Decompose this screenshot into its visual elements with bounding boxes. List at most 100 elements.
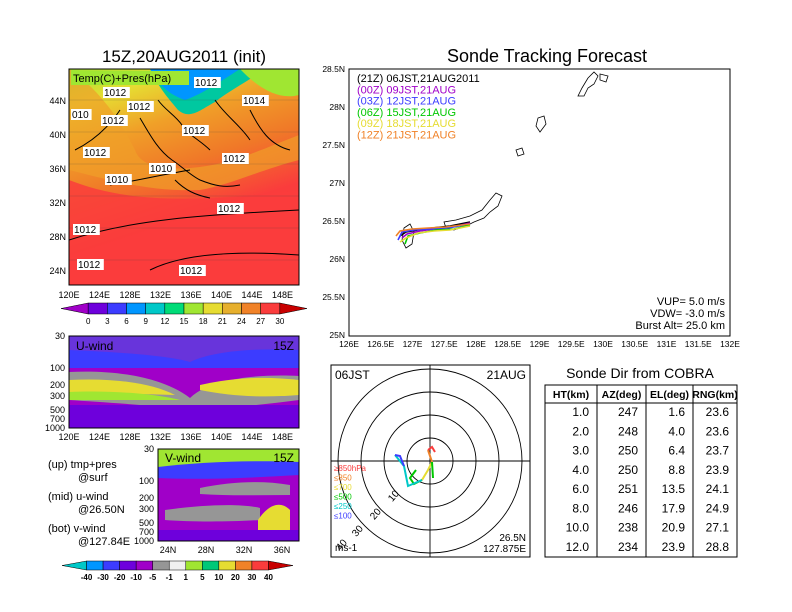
sonde-track bbox=[399, 225, 471, 243]
tracking-lon-tick: 131E bbox=[657, 339, 677, 349]
map-lat-label: 32N bbox=[49, 198, 66, 208]
polar-height-legend: ≥850hPa≤850≤700≤500≤250≤100 bbox=[334, 464, 367, 521]
tracking-lon-tick: 131.5E bbox=[685, 339, 712, 349]
map-field-label-box bbox=[71, 71, 189, 85]
wind-colorbar-tick: 10 bbox=[214, 573, 223, 582]
polar-time-left: 06JST bbox=[335, 368, 370, 382]
tracking-lat-tick: 25.5N bbox=[322, 292, 345, 302]
colorbar-swatch bbox=[60, 302, 89, 315]
colorbar-tick: 18 bbox=[199, 317, 208, 326]
u-wind-x-tick: 140E bbox=[211, 432, 232, 442]
wind-colorbar-swatch bbox=[135, 560, 153, 571]
v-wind-x-ticks: 24N 28N 32N 36N bbox=[160, 545, 291, 555]
tracking-legend: (21Z) 06JST,21AUG2011(00Z) 09JST,21AUG(0… bbox=[357, 73, 480, 142]
isobar-label: 1012 bbox=[103, 87, 130, 99]
table-cell: 248 bbox=[618, 424, 638, 438]
u-wind-time: 15Z bbox=[273, 339, 294, 353]
map-lon-label: 132E bbox=[150, 290, 171, 300]
tracking-title: Sonde Tracking Forecast bbox=[447, 46, 647, 66]
map-lon-label: 140E bbox=[211, 290, 232, 300]
table-cell: 27.1 bbox=[706, 521, 730, 535]
tracking-legend-item: (06Z) 15JST,21AUG bbox=[357, 107, 456, 119]
u-wind-x-tick: 124E bbox=[89, 432, 110, 442]
isobar-label: 1012 bbox=[194, 77, 221, 89]
u-wind-x-tick: 128E bbox=[119, 432, 140, 442]
colorbar-swatch bbox=[241, 302, 261, 315]
isobar-label: 1012 bbox=[101, 115, 128, 127]
table-cell: 4.0 bbox=[668, 424, 685, 438]
table-cell: 23.7 bbox=[706, 444, 730, 458]
table-frame bbox=[544, 384, 738, 558]
colorbar-swatch bbox=[202, 302, 223, 315]
colorbar-swatch bbox=[87, 302, 108, 315]
colorbar-swatch bbox=[183, 302, 204, 315]
wind-colorbar-tick: -5 bbox=[149, 573, 157, 582]
v-wind-y-tick: 700 bbox=[139, 527, 154, 537]
table-cell: 250 bbox=[618, 444, 638, 458]
wind-colorbar-tick: -40 bbox=[81, 573, 93, 582]
colorbar-swatch bbox=[260, 302, 281, 315]
u-wind-plot bbox=[69, 336, 299, 428]
table-cell: 28.8 bbox=[706, 540, 730, 554]
table-cell: 13.5 bbox=[662, 482, 686, 496]
colorbar-tick: 30 bbox=[275, 317, 284, 326]
u-wind-x-tick: 136E bbox=[180, 432, 201, 442]
sonde-direction-table: HT(km) AZ(deg) EL(deg) RNG(km) 1.0 247 1.6 23.6… bbox=[544, 384, 738, 558]
wind-colorbar-swatch bbox=[86, 560, 104, 571]
wind-colorbar-swatch bbox=[102, 560, 120, 571]
u-wind-y-tick: 30 bbox=[55, 331, 65, 341]
colorbar-tick: 24 bbox=[237, 317, 246, 326]
polar-rings bbox=[331, 365, 530, 557]
svg-text:1012: 1012 bbox=[104, 88, 127, 99]
tracking-legend-item: (12Z) 21JST,21AUG bbox=[357, 130, 456, 142]
v-wind-y-tick: 100 bbox=[139, 476, 154, 486]
wind-colorbar-swatch bbox=[202, 560, 220, 571]
isobar-label: 1012 bbox=[222, 153, 249, 165]
polar-legend-item: ≤500 bbox=[334, 493, 352, 502]
tracking-lon-tick: 129.5E bbox=[558, 339, 585, 349]
svg-text:1012: 1012 bbox=[102, 116, 125, 127]
isobar-label: 1012 bbox=[217, 203, 244, 215]
sonde-tracks bbox=[395, 221, 471, 245]
tracking-lon-tick: 127E bbox=[403, 339, 423, 349]
u-wind-y-tick: 1000 bbox=[45, 423, 65, 433]
u-wind-y-tick: 200 bbox=[50, 380, 65, 390]
tracking-lon-tick: 130E bbox=[593, 339, 613, 349]
v-wind-label: V-wind bbox=[165, 451, 201, 465]
wind-colorbar-swatch bbox=[168, 560, 187, 571]
u-wind-x-ticks: 120E 124E 128E 132E 136E 140E 144E 148E bbox=[58, 432, 293, 442]
table-cell: 6.0 bbox=[572, 482, 589, 496]
u-wind-label: U-wind bbox=[76, 339, 113, 353]
colorbar-swatch bbox=[107, 302, 127, 315]
map-lon-label: 128E bbox=[119, 290, 140, 300]
wind-colorbar-swatch bbox=[251, 560, 269, 571]
u-wind-y-tick: 300 bbox=[50, 391, 65, 401]
colorbar-swatch bbox=[279, 302, 308, 315]
note-mid: (mid) u-wind bbox=[48, 491, 109, 503]
wind-colorbar-swatch bbox=[185, 560, 203, 571]
wind-colorbar-swatch bbox=[235, 560, 253, 571]
wind-colorbar-tick: -20 bbox=[114, 573, 126, 582]
table-cell: 251 bbox=[618, 482, 638, 496]
table-cell: 20.9 bbox=[662, 521, 686, 535]
table-header: AZ(deg) bbox=[602, 389, 642, 401]
table-cell: 12.0 bbox=[566, 540, 590, 554]
svg-text:010: 010 bbox=[72, 110, 89, 121]
table-cell: 246 bbox=[618, 501, 638, 515]
table-header: EL(deg) bbox=[650, 389, 689, 401]
svg-text:1012: 1012 bbox=[128, 102, 151, 113]
map-lat-labels: 44N 40N 36N 32N 28N 24N bbox=[49, 96, 66, 276]
u-wind-x-tick: 148E bbox=[272, 432, 293, 442]
sonde-track bbox=[397, 223, 471, 241]
table-cell: 238 bbox=[618, 521, 638, 535]
tracking-lon-ticks: 126E 126.5E 127E 127.5E 128E 128.5E 129E 129.5E… bbox=[339, 339, 740, 349]
tracking-lat-tick: 28N bbox=[329, 102, 345, 112]
colorbar-tick: 9 bbox=[143, 317, 148, 326]
u-wind-x-tick: 144E bbox=[241, 432, 262, 442]
table-cell: 8.0 bbox=[572, 501, 589, 515]
tracking-lon-tick: 127.5E bbox=[431, 339, 458, 349]
table-cell: 6.4 bbox=[668, 444, 685, 458]
table-cell: 23.9 bbox=[706, 463, 730, 477]
svg-text:1012: 1012 bbox=[180, 266, 203, 277]
svg-text:1010: 1010 bbox=[106, 175, 129, 186]
